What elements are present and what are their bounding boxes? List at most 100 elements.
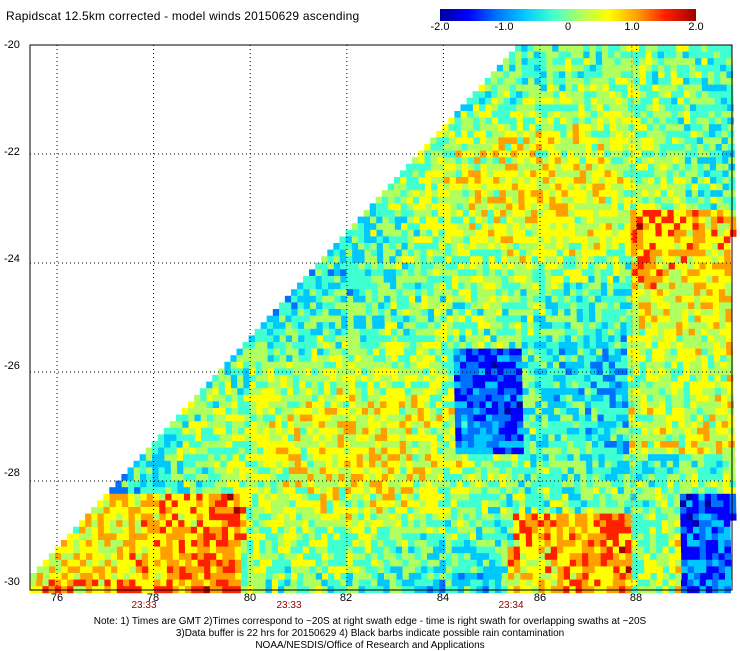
wind-cell	[555, 177, 562, 184]
wind-cell	[568, 507, 576, 514]
wind-cell	[590, 71, 597, 79]
wind-cell	[709, 414, 716, 422]
wind-cell	[282, 454, 289, 462]
wind-cell	[608, 368, 616, 376]
wind-cell	[196, 507, 204, 514]
wind-cell	[368, 414, 375, 422]
wind-cell	[434, 322, 441, 330]
wind-cell	[369, 467, 376, 475]
wind-cell	[435, 394, 443, 402]
wind-cell	[589, 315, 596, 323]
wind-cell	[647, 414, 654, 422]
wind-cell	[630, 203, 637, 211]
wind-cell	[406, 177, 413, 184]
wind-cell	[370, 249, 378, 257]
wind-cell	[564, 315, 571, 323]
wind-cell	[717, 229, 725, 237]
wind-cell	[659, 401, 666, 409]
wind-cell	[540, 355, 547, 363]
wind-cell	[598, 454, 605, 462]
wind-cell	[382, 236, 390, 244]
wind-cell	[609, 375, 616, 382]
wind-cell	[360, 368, 368, 376]
wind-cell	[593, 249, 601, 257]
wind-cell	[301, 507, 309, 514]
wind-cell	[642, 216, 650, 224]
wind-cell	[633, 375, 641, 382]
wind-cell	[418, 150, 425, 158]
wind-cell	[709, 137, 716, 145]
wind-cell	[553, 394, 561, 402]
wind-cell	[654, 454, 661, 462]
wind-cell	[727, 381, 734, 389]
wind-cell	[481, 487, 488, 495]
wind-cell	[486, 460, 494, 468]
wind-cell	[609, 394, 617, 402]
wind-cell	[629, 177, 637, 184]
wind-cell	[140, 480, 147, 488]
wind-cell	[542, 434, 549, 442]
wind-cell	[645, 355, 653, 363]
wind-cell	[685, 190, 693, 198]
wind-cell	[312, 427, 320, 435]
wind-cell	[373, 368, 380, 376]
wind-cell	[596, 64, 603, 72]
wind-cell	[611, 493, 619, 501]
wind-cell	[402, 289, 410, 297]
wind-cell	[544, 276, 552, 283]
wind-cell	[637, 269, 645, 277]
wind-cell	[405, 434, 413, 442]
wind-cell	[650, 302, 658, 310]
wind-cell	[409, 328, 417, 336]
wind-cell	[301, 467, 308, 475]
wind-cell	[689, 348, 696, 356]
wind-cell	[206, 394, 214, 402]
wind-cell	[652, 97, 660, 105]
wind-cell	[398, 401, 406, 409]
wind-cell	[721, 111, 728, 118]
wind-cell	[541, 124, 549, 132]
wind-cell	[213, 434, 221, 442]
wind-cell	[523, 414, 530, 422]
wind-cell	[570, 51, 578, 59]
wind-cell	[708, 375, 715, 382]
wind-cell	[252, 493, 259, 501]
wind-cell	[677, 401, 685, 409]
wind-cell	[348, 375, 356, 382]
wind-cell	[309, 282, 316, 290]
wind-cell	[396, 295, 404, 303]
wind-cell	[532, 269, 539, 277]
wind-cell	[176, 460, 184, 468]
wind-cell	[390, 315, 398, 323]
wind-cell	[275, 414, 282, 422]
wind-cell	[461, 427, 468, 435]
wind-cell	[510, 381, 517, 389]
wind-cell	[441, 368, 449, 376]
wind-cell	[451, 262, 459, 270]
wind-cell	[384, 289, 391, 297]
wind-cell	[569, 249, 576, 257]
wind-cell	[505, 170, 512, 178]
wind-cell	[224, 368, 232, 376]
wind-cell	[326, 474, 333, 481]
wind-cell	[218, 388, 226, 396]
wind-cell	[421, 295, 428, 303]
wind-cell	[383, 262, 390, 270]
wind-cell	[513, 269, 521, 277]
wind-cell	[546, 328, 553, 336]
wind-cell	[467, 144, 475, 151]
wind-cell	[548, 441, 556, 448]
wind-cell	[493, 487, 501, 495]
wind-cell	[225, 394, 232, 402]
wind-cell	[519, 262, 527, 270]
wind-cell	[244, 441, 252, 448]
wind-cell	[580, 474, 587, 481]
wind-cell	[657, 302, 664, 310]
wind-cell	[671, 381, 678, 389]
wind-cell	[506, 480, 513, 488]
wind-cell	[195, 441, 202, 448]
wind-cell	[710, 190, 717, 198]
wind-cell	[596, 71, 603, 79]
wind-cell	[552, 58, 560, 66]
wind-cell	[226, 467, 234, 475]
